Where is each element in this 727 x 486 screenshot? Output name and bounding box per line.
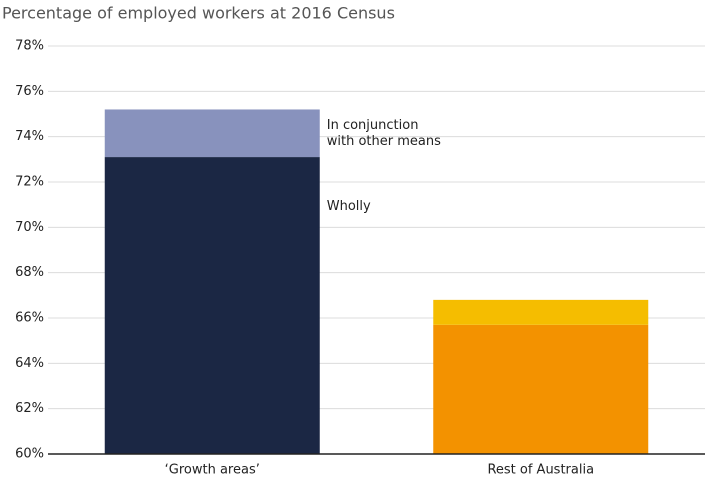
series-label: Wholly bbox=[326, 199, 371, 215]
series-label: In conjunction with other means bbox=[326, 118, 441, 150]
y-tick-label: 62% bbox=[15, 401, 44, 416]
y-tick-label: 70% bbox=[15, 220, 44, 235]
chart-title: Percentage of employed workers at 2016 C… bbox=[2, 4, 395, 23]
y-tick-label: 66% bbox=[15, 311, 44, 326]
legend-label: In conjunction with other means bbox=[326, 118, 441, 150]
y-tick-label: 76% bbox=[15, 84, 44, 99]
y-tick-label: 74% bbox=[15, 129, 44, 144]
x-tick-label: Rest of Australia bbox=[487, 463, 594, 478]
y-tick-label: 78% bbox=[15, 39, 44, 54]
bar-segment bbox=[433, 299, 649, 325]
y-tick-label: 68% bbox=[15, 265, 44, 280]
legend-label: Wholly bbox=[326, 199, 371, 215]
x-tick-label: ‘Growth areas’ bbox=[165, 463, 260, 478]
bar-segment bbox=[104, 109, 320, 158]
y-tick-label: 60% bbox=[15, 447, 44, 462]
bar-segment bbox=[104, 157, 320, 455]
y-tick-label: 64% bbox=[15, 356, 44, 371]
bar-segment bbox=[433, 324, 649, 454]
y-tick-label: 72% bbox=[15, 175, 44, 190]
